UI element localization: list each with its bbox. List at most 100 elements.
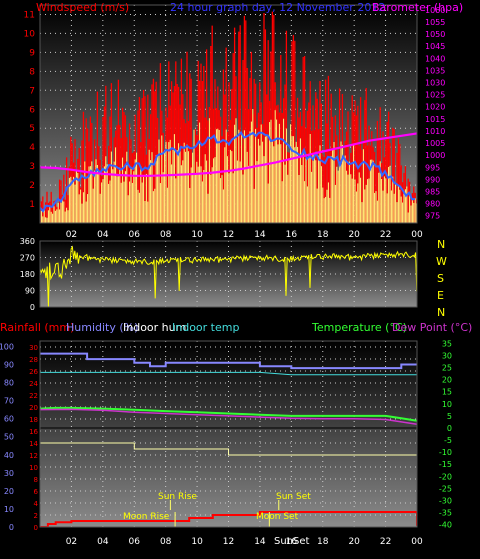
wind-tick-label: 11 (24, 10, 35, 20)
bottom-x-tick-label: 10 (191, 537, 203, 547)
humidity-tick-label: 40 (4, 451, 14, 460)
barometer-tick-label: 1035 (425, 66, 445, 75)
moon-set-label: Moon Set (256, 512, 299, 522)
top-x-tick-label: 06 (129, 230, 141, 240)
temperature-tick-label: 10 (442, 400, 452, 409)
top-x-tick-label: 04 (97, 230, 109, 240)
rain-tick-label: 20 (29, 404, 38, 412)
top-x-tick-label: 10 (191, 230, 203, 240)
top-series-layer (40, 11, 417, 223)
top-x-tick-label: 16 (286, 230, 298, 240)
rain-axis-label: Rainfall (mm) (0, 321, 74, 334)
bottom-sunset-label: SunSet (274, 536, 310, 547)
top-x-tick-label: 00 (411, 230, 423, 240)
bottom-x-tick-label: 06 (129, 537, 141, 547)
bottom-x-tick-label: 02 (66, 537, 77, 547)
direction-tick-label: 0 (30, 303, 35, 312)
average-wind-line (40, 130, 416, 213)
bottom-x-tick-label: 20 (348, 537, 360, 547)
indoor-hum-line (40, 442, 417, 456)
mid-series-layer (40, 245, 417, 307)
direction-tick-label: 270 (20, 254, 35, 263)
barometer-tick-label: 1060 (425, 6, 445, 15)
barometer-tick-label: 1015 (425, 115, 445, 124)
humidity-tick-label: 90 (4, 360, 14, 369)
bottom-series-layer (40, 352, 417, 527)
bottom-panel-border (39, 340, 418, 528)
indoor-temp-line (40, 371, 417, 376)
rain-tick-label: 14 (29, 440, 38, 448)
top-x-tick-label: 18 (317, 230, 329, 240)
humidity-tick-label: 20 (4, 487, 14, 496)
direction-label-n: N (437, 238, 445, 251)
direction-tick-label: 180 (20, 270, 35, 279)
rain-tick-label: 4 (34, 500, 39, 508)
wind-axis-label: Windspeed (m/s) (36, 1, 129, 14)
wind-tick-label: 6 (29, 105, 35, 115)
rain-tick-label: 2 (34, 512, 38, 520)
dew-point-axis-label: Dew Point (°C) (392, 321, 472, 334)
temperature-tick-label: -25 (439, 484, 452, 493)
dew-point-line (40, 408, 417, 426)
barometer-tick-label: 1045 (425, 42, 445, 51)
bottom-x-tick-label: 00 (411, 537, 423, 547)
barometer-tick-label: 1005 (425, 139, 445, 148)
temperature-tick-label: 30 (442, 351, 452, 360)
barometer-tick-label: 995 (425, 163, 440, 172)
wind-tick-label: 8 (29, 67, 35, 77)
temperature-tick-label: -10 (439, 448, 452, 457)
direction-label-e: E (437, 289, 444, 302)
top-x-tick-label: 12 (223, 230, 234, 240)
barometer-tick-label: 1040 (425, 54, 445, 63)
temperature-tick-label: -5 (444, 436, 452, 445)
rain-tick-label: 28 (29, 356, 38, 364)
barometer-tick-label: 1010 (425, 127, 445, 136)
sun-rise-label: Sun Rise (158, 492, 197, 502)
humidity-tick-label: 70 (4, 397, 14, 406)
wind-tick-label: 2 (29, 181, 35, 191)
temperature-tick-label: 15 (442, 388, 452, 397)
barometer-line (40, 132, 417, 177)
wind-tick-label: 5 (29, 124, 35, 134)
graph-title: 24 hour graph day, 12 November 2012 (170, 1, 385, 14)
barometer-axis-label: Barometer (hpa) (372, 1, 463, 14)
rain-tick-label: 18 (29, 416, 38, 424)
humidity-tick-label: 80 (4, 379, 14, 388)
barometer-tick-label: 975 (425, 212, 440, 221)
top-panel-border (39, 4, 418, 224)
rain-tick-label: 30 (29, 344, 38, 352)
direction-tick-label: 90 (25, 287, 35, 296)
humidity-tick-label: 0 (9, 523, 14, 532)
humidity-tick-label: 50 (4, 433, 14, 442)
humidity-line (40, 352, 417, 370)
temperature-axis-label: Temperature (°C) (311, 321, 407, 334)
temperature-tick-label: 35 (442, 339, 452, 348)
barometer-tick-label: 990 (425, 175, 440, 184)
mid-panel-border (39, 240, 418, 308)
temperature-line (40, 406, 417, 422)
rainfall-line (40, 511, 417, 527)
barometer-tick-label: 1030 (425, 79, 445, 88)
indoor-hum-label: Indoor hum (123, 321, 186, 334)
direction-tick-label: 360 (20, 237, 35, 246)
bottom-x-tick-label: 12 (223, 537, 234, 547)
temperature-tick-label: -40 (439, 521, 452, 530)
bottom-x-tick-label: 08 (160, 537, 172, 547)
barometer-tick-label: 1055 (425, 18, 445, 27)
wind-tick-label: 7 (29, 86, 35, 96)
tick-labels-layer: 1234567891011975980985990995100010051010… (0, 6, 452, 547)
rain-tick-label: 0 (34, 524, 38, 532)
temperature-tick-label: 25 (442, 364, 452, 373)
bottom-x-tick-label: 16 (286, 537, 298, 547)
barometer-tick-label: 985 (425, 188, 440, 197)
top-x-tick-label: 22 (380, 230, 391, 240)
rain-tick-label: 12 (29, 452, 38, 460)
humidity-axis-label: Humidity (%) (66, 321, 138, 334)
rain-tick-label: 8 (34, 476, 38, 484)
bottom-x-tick-label: 14 (254, 537, 266, 547)
wind-tick-label: 9 (29, 48, 35, 58)
bottom-x-tick-label: 18 (317, 537, 329, 547)
wind-tick-label: 4 (29, 143, 35, 153)
